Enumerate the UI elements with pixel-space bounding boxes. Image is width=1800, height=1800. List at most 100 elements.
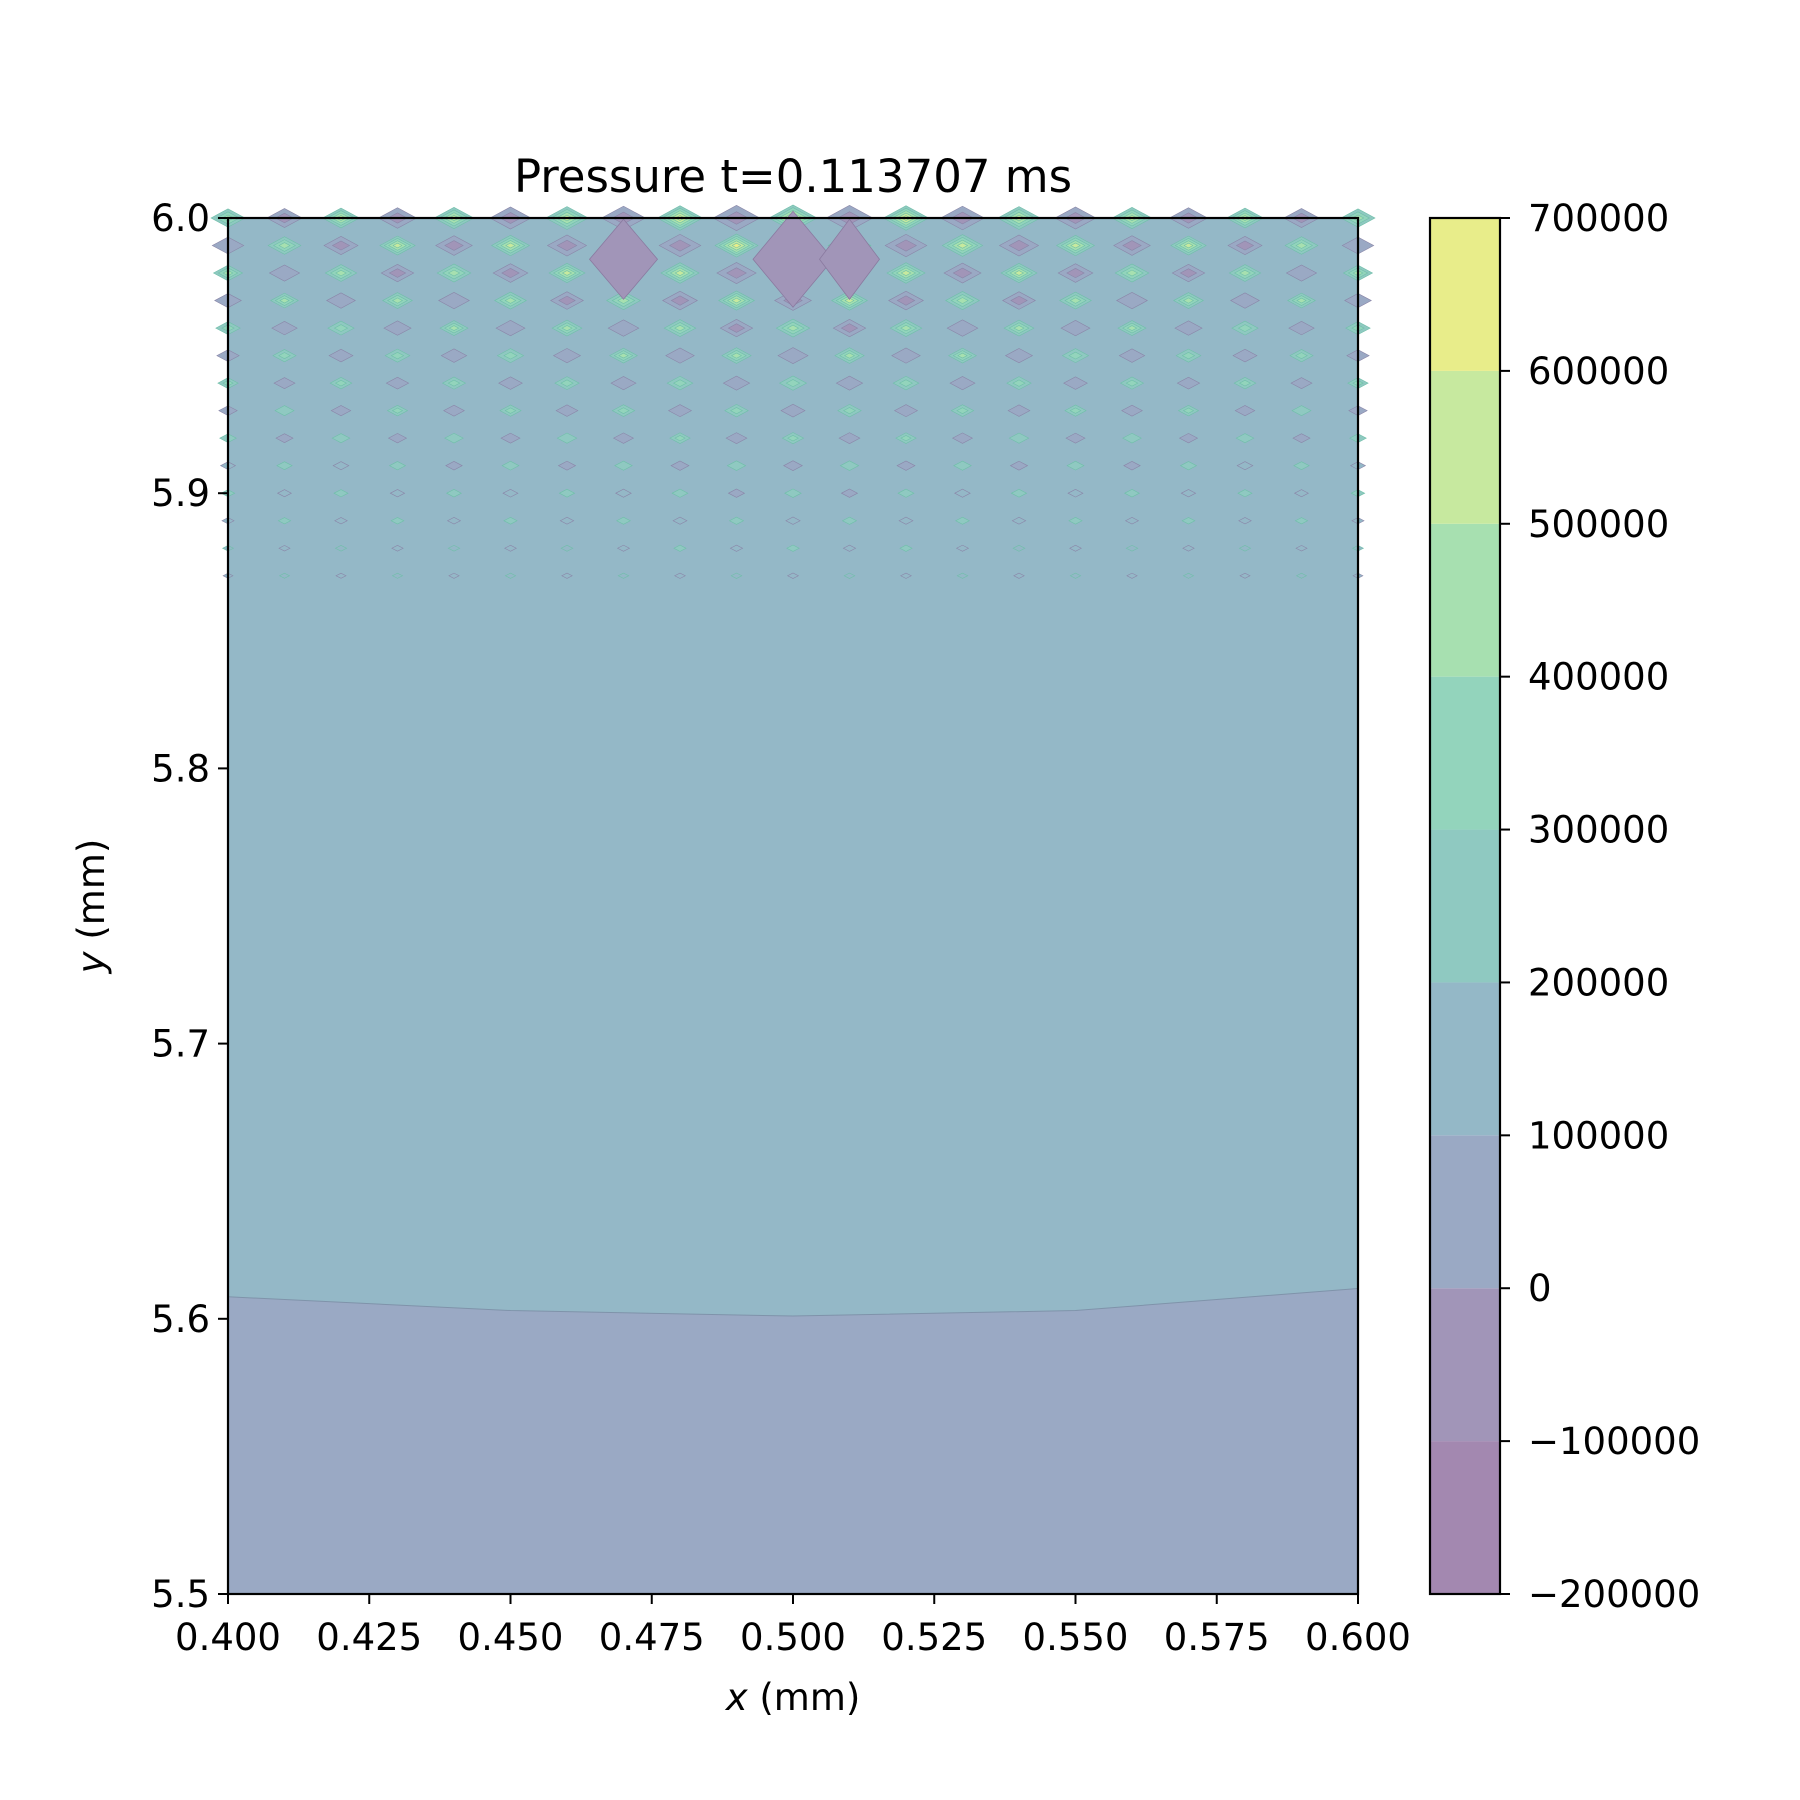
pressure-peak-positive	[1126, 325, 1138, 331]
colorbar-tick-label: 0	[1528, 1267, 1552, 1310]
pressure-peak-positive	[561, 325, 573, 332]
pressure-peak-positive	[558, 488, 576, 498]
pressure-peak-positive	[843, 572, 856, 579]
pressure-peak-negative	[896, 460, 916, 471]
pressure-peak-negative	[444, 240, 464, 251]
colorbar-tick-label: 600000	[1528, 350, 1669, 393]
pressure-peak-positive	[672, 379, 688, 387]
pressure-peak-negative	[443, 404, 465, 417]
pressure-peak-positive	[671, 488, 689, 498]
pressure-peak-positive	[614, 460, 633, 471]
x-tick-label: 0.525	[881, 1616, 987, 1659]
pressure-peak-positive	[277, 517, 292, 525]
pressure-peak-positive	[1295, 242, 1308, 249]
pressure-peak-positive	[787, 435, 799, 442]
pressure-peak-negative	[951, 432, 974, 444]
pressure-peak-positive	[1010, 488, 1028, 498]
pressure-peak-positive	[561, 270, 573, 276]
pressure-peak-positive	[844, 297, 855, 304]
pressure-peak-negative	[777, 347, 809, 364]
pressure-peak-negative	[1180, 489, 1197, 498]
pressure-peak-negative	[894, 239, 918, 252]
pressure-peak-positive	[1295, 352, 1308, 360]
pressure-peak-negative	[726, 267, 747, 279]
pressure-peak-negative	[501, 268, 520, 279]
pressure-peak-negative	[1063, 376, 1088, 390]
pressure-peak-negative	[440, 348, 468, 363]
pressure-peak-negative	[1008, 239, 1030, 252]
pressure-peak-positive	[1239, 269, 1251, 277]
pressure-peak-negative	[1234, 405, 1256, 417]
colorbar-band	[1430, 829, 1500, 983]
pressure-peak-positive	[956, 297, 969, 304]
pressure-peak-positive	[1179, 461, 1198, 471]
pressure-peak-negative	[1067, 488, 1084, 498]
pressure-peak-positive	[616, 516, 631, 525]
x-tick-label: 0.550	[1023, 1616, 1129, 1659]
pressure-peak-negative	[667, 404, 693, 418]
pressure-peak-positive	[1012, 379, 1026, 387]
pressure-peak-negative	[559, 516, 575, 525]
pressure-peak-negative	[438, 291, 470, 310]
oscillation-cells	[210, 204, 1376, 579]
pressure-peak-positive	[335, 269, 347, 277]
pressure-peak-negative	[1009, 460, 1029, 471]
pressure-peak-negative	[616, 544, 631, 552]
pressure-peak-positive	[731, 297, 742, 304]
pressure-peak-negative	[1176, 376, 1201, 390]
pressure-peak-positive	[898, 379, 914, 387]
pressure-peak-positive	[726, 460, 747, 471]
pressure-peak-positive	[1181, 517, 1196, 525]
y-tick-label: 5.6	[151, 1298, 210, 1341]
pressure-peak-negative	[1293, 489, 1310, 498]
contour-line-100000	[227, 1288, 1359, 1317]
pressure-peak-negative	[893, 404, 919, 418]
pressure-peak-positive	[1182, 297, 1195, 304]
pressure-peak-positive	[1293, 461, 1310, 471]
pressure-peak-negative	[1126, 572, 1138, 579]
pressure-peak-positive	[1238, 379, 1252, 387]
pressure-peak-negative	[1069, 544, 1082, 552]
pressure-peak-positive	[617, 572, 630, 579]
colorbar-tick-label: −200000	[1528, 1573, 1700, 1616]
colorbar-tick-label: 100000	[1528, 1114, 1669, 1157]
x-axis: 0.400 0.425 0.450 0.475 0.500 0.525 0.550 0.575…	[175, 1594, 1411, 1659]
pressure-peak-positive	[390, 351, 405, 360]
pressure-peak-negative	[1060, 320, 1091, 337]
pressure-peak-positive	[731, 242, 742, 249]
y-axis-label: y (mm)	[70, 839, 113, 975]
pressure-peak-negative	[610, 376, 637, 391]
pressure-peak-negative	[558, 295, 576, 306]
pressure-peak-positive	[503, 516, 518, 525]
pressure-peak-positive	[503, 351, 518, 360]
pressure-peak-negative	[785, 516, 801, 525]
pressure-peak-negative	[668, 239, 692, 252]
pressure-peak-negative	[1178, 433, 1199, 444]
pressure-peak-positive	[391, 572, 404, 579]
pressure-peak-negative	[389, 489, 406, 498]
pressure-peak-positive	[674, 324, 686, 332]
colorbar-tick-label: 500000	[1528, 503, 1669, 546]
pressure-peak-positive	[730, 407, 743, 415]
pressure-peak-positive	[1070, 242, 1081, 249]
pressure-peak-negative	[1011, 516, 1027, 525]
x-tick-label: 0.575	[1164, 1616, 1270, 1659]
colorbar-band	[1430, 370, 1500, 524]
pressure-peak-positive	[391, 297, 404, 304]
pressure-peak-negative	[330, 405, 352, 417]
pressure-peak-positive	[900, 324, 912, 332]
pressure-peak-negative	[952, 267, 973, 279]
pressure-peak-positive	[1181, 351, 1196, 360]
pressure-peak-positive	[1237, 489, 1253, 498]
pressure-peak-negative	[1179, 268, 1198, 278]
pressure-peak-negative	[391, 544, 404, 552]
colorbar-band	[1430, 1441, 1500, 1594]
pressure-peak-positive	[447, 269, 461, 277]
pressure-peak-positive	[1235, 433, 1255, 444]
pressure-peak-negative	[502, 488, 519, 498]
pressure-peak-negative	[670, 460, 690, 471]
pressure-peak-negative	[1290, 377, 1313, 390]
pressure-peak-positive	[278, 572, 291, 579]
pressure-peak-positive	[276, 461, 293, 471]
pressure-peak-negative	[1122, 240, 1142, 251]
